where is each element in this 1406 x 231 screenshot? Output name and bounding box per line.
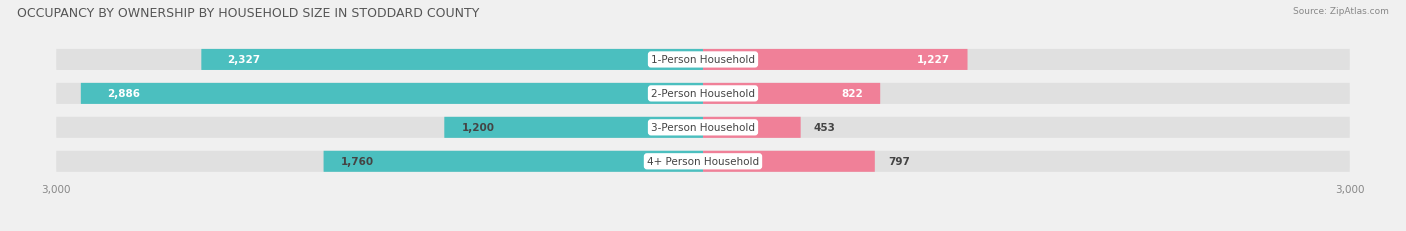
FancyBboxPatch shape [201, 50, 703, 71]
FancyBboxPatch shape [56, 50, 1350, 71]
FancyBboxPatch shape [444, 117, 703, 138]
FancyBboxPatch shape [56, 117, 1350, 138]
Text: 453: 453 [814, 123, 835, 133]
FancyBboxPatch shape [703, 50, 967, 71]
Text: 2,327: 2,327 [228, 55, 260, 65]
Text: 1-Person Household: 1-Person Household [651, 55, 755, 65]
Text: OCCUPANCY BY OWNERSHIP BY HOUSEHOLD SIZE IN STODDARD COUNTY: OCCUPANCY BY OWNERSHIP BY HOUSEHOLD SIZE… [17, 7, 479, 20]
FancyBboxPatch shape [56, 151, 1350, 172]
Text: 3-Person Household: 3-Person Household [651, 123, 755, 133]
Text: 2-Person Household: 2-Person Household [651, 89, 755, 99]
Text: 2,886: 2,886 [107, 89, 139, 99]
FancyBboxPatch shape [56, 83, 1350, 104]
FancyBboxPatch shape [703, 83, 880, 104]
FancyBboxPatch shape [703, 151, 875, 172]
FancyBboxPatch shape [80, 83, 703, 104]
Text: 1,227: 1,227 [917, 55, 950, 65]
FancyBboxPatch shape [703, 117, 800, 138]
Text: 822: 822 [841, 89, 863, 99]
Text: 797: 797 [887, 157, 910, 167]
Text: 1,200: 1,200 [461, 123, 495, 133]
Text: 1,760: 1,760 [340, 157, 374, 167]
Text: Source: ZipAtlas.com: Source: ZipAtlas.com [1294, 7, 1389, 16]
FancyBboxPatch shape [323, 151, 703, 172]
Text: 4+ Person Household: 4+ Person Household [647, 157, 759, 167]
